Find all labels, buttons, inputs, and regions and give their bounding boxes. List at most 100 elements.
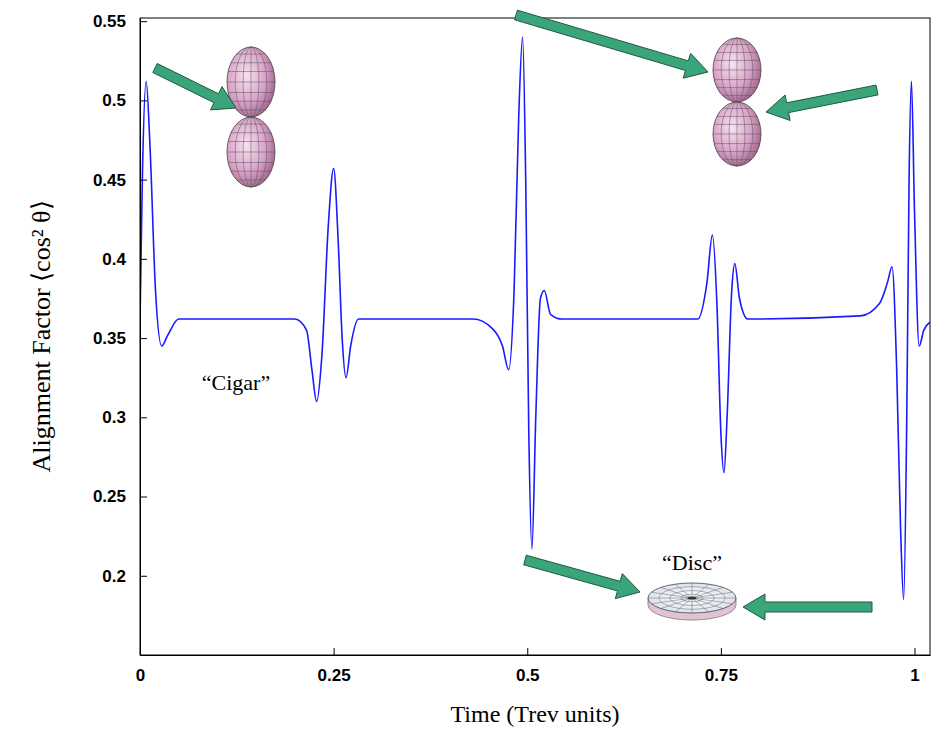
data-line bbox=[140, 37, 930, 600]
y-tick: 0.4 bbox=[102, 250, 147, 269]
y-tick-mark bbox=[140, 338, 147, 339]
y-axis-line bbox=[140, 19, 141, 656]
parallel bbox=[227, 82, 275, 83]
y-tick-label: 0.45 bbox=[93, 171, 126, 190]
parallel bbox=[228, 141, 274, 142]
y-tick-label: 0.4 bbox=[102, 250, 126, 269]
disc-spoke bbox=[692, 583, 693, 598]
x-axis-title: Time (Trev units) bbox=[451, 701, 620, 727]
y-tick: 0.35 bbox=[93, 329, 147, 348]
parallel bbox=[228, 162, 274, 163]
parallel bbox=[723, 108, 752, 109]
lobe bbox=[713, 38, 761, 102]
disc-spoke bbox=[648, 598, 692, 599]
parallel bbox=[714, 143, 760, 144]
plot-area bbox=[140, 37, 930, 600]
parallel bbox=[237, 180, 266, 181]
y-tick-label: 0.2 bbox=[102, 567, 126, 586]
parallel bbox=[717, 87, 757, 88]
parallel bbox=[714, 60, 760, 61]
decorations bbox=[153, 10, 878, 620]
cigar-icon bbox=[227, 47, 275, 187]
disc-spoke bbox=[692, 598, 709, 612]
arrow bbox=[153, 64, 236, 110]
y-tick: 0.45 bbox=[93, 171, 147, 190]
y-tick-mark bbox=[140, 180, 147, 181]
parallel bbox=[717, 116, 757, 117]
y-tick-mark bbox=[140, 100, 147, 101]
y-tick-mark bbox=[140, 259, 147, 260]
arrow bbox=[515, 10, 708, 78]
lobe bbox=[713, 102, 761, 166]
x-tick: 1 bbox=[910, 648, 919, 685]
parallel bbox=[713, 70, 761, 71]
y-tick: 0.5 bbox=[102, 91, 147, 110]
disc-icon bbox=[648, 583, 736, 620]
y-tick: 0.55 bbox=[93, 12, 147, 31]
y-tick-label: 0.25 bbox=[93, 487, 126, 506]
y-tick-label: 0.35 bbox=[93, 329, 126, 348]
parallel bbox=[237, 110, 266, 111]
x-tick-label: 0.25 bbox=[318, 666, 351, 685]
annotation: “Cigar” bbox=[202, 370, 270, 395]
disc-spoke bbox=[651, 598, 692, 604]
y-tick-label: 0.3 bbox=[102, 408, 126, 427]
y-tick-label: 0.55 bbox=[93, 12, 126, 31]
parallel bbox=[231, 62, 271, 63]
disc-spoke bbox=[661, 598, 692, 609]
parallel bbox=[237, 54, 266, 55]
y-tick: 0.25 bbox=[93, 487, 147, 506]
y-axis: 0.2 0.25 0.3 0.35 0.4 0.45 0.5 0.55 bbox=[93, 12, 147, 655]
parallel bbox=[227, 152, 275, 153]
y-tick-label: 0.5 bbox=[102, 91, 126, 110]
y-tick: 0.2 bbox=[102, 567, 147, 586]
arrow bbox=[766, 85, 878, 120]
x-tick: 0.5 bbox=[516, 648, 540, 685]
x-tick-mark bbox=[721, 648, 722, 655]
x-tick-label: 0 bbox=[136, 666, 145, 685]
disc-spoke bbox=[675, 584, 692, 598]
parallel bbox=[714, 124, 760, 125]
parallel bbox=[713, 134, 761, 135]
parallel bbox=[237, 124, 266, 125]
chart: 0 0.25 0.5 0.75 1 0.2 0.25 0.3 0.35 0.4 0.45 0.5 0.5… bbox=[0, 0, 943, 738]
disc-spoke bbox=[692, 587, 723, 598]
x-tick-label: 1 bbox=[910, 666, 919, 685]
parallel bbox=[723, 44, 752, 45]
y-axis-title: Alignment Factor ⟨cos² θ⟩ bbox=[27, 200, 56, 472]
disc-spoke bbox=[692, 598, 693, 613]
x-tick-mark bbox=[527, 648, 528, 655]
disc-spoke bbox=[692, 598, 723, 609]
y-tick-mark bbox=[140, 576, 147, 577]
cigar-icon bbox=[713, 38, 761, 166]
y-tick-mark bbox=[140, 417, 147, 418]
x-axis: 0 0.25 0.5 0.75 1 bbox=[136, 648, 931, 685]
parallel bbox=[714, 79, 760, 80]
parallel bbox=[717, 151, 757, 152]
x-tick-label: 0.75 bbox=[705, 666, 738, 685]
disc-spoke bbox=[692, 592, 733, 598]
disc-spoke bbox=[661, 587, 692, 598]
disc-top bbox=[648, 583, 736, 613]
x-tick: 0.25 bbox=[318, 648, 351, 685]
arrow bbox=[743, 594, 872, 620]
parallel bbox=[231, 101, 271, 102]
plot-frame bbox=[140, 18, 930, 655]
arrow bbox=[524, 555, 640, 598]
x-tick-label: 0.5 bbox=[516, 666, 540, 685]
parallel bbox=[717, 52, 757, 53]
x-axis-line bbox=[141, 655, 931, 656]
parallel bbox=[723, 159, 752, 160]
y-tick: 0.3 bbox=[102, 408, 147, 427]
x-tick-mark bbox=[915, 648, 916, 655]
disc-spoke bbox=[692, 598, 736, 599]
y-tick-mark bbox=[140, 497, 147, 498]
parallel bbox=[231, 171, 271, 172]
parallel bbox=[723, 95, 752, 96]
annotation: “Disc” bbox=[662, 550, 722, 575]
parallel bbox=[231, 132, 271, 133]
disc-center bbox=[688, 597, 697, 600]
parallel bbox=[228, 71, 274, 72]
lobe bbox=[227, 117, 275, 187]
y-tick-mark bbox=[140, 21, 147, 22]
